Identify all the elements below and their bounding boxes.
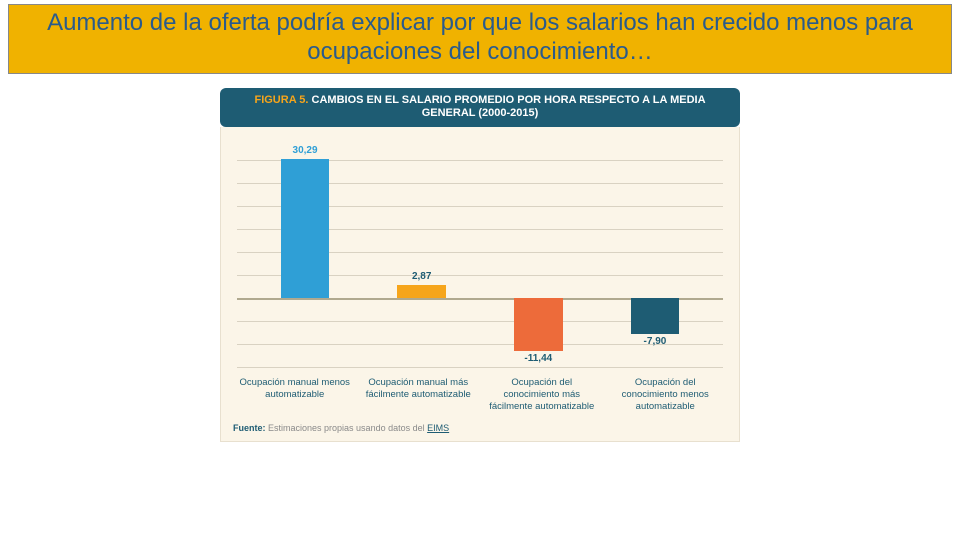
category-axis: Ocupación manual menos automatizableOcup… bbox=[233, 377, 727, 413]
figure-container: FIGURA 5. CAMBIOS EN EL SALARIO PROMEDIO… bbox=[220, 88, 740, 442]
source-label: Fuente: bbox=[233, 423, 266, 433]
bar bbox=[281, 159, 330, 298]
bar bbox=[397, 285, 446, 298]
bar-chart: 30,29 2,87 -11,44 -7,90 bbox=[237, 137, 723, 367]
bar bbox=[514, 298, 563, 351]
source-link[interactable]: EIMS bbox=[427, 423, 449, 433]
bar bbox=[631, 298, 680, 334]
bar-value-label: -11,44 bbox=[524, 353, 552, 364]
bar-value-label: 30,29 bbox=[293, 145, 318, 156]
figure-header: FIGURA 5. CAMBIOS EN EL SALARIO PROMEDIO… bbox=[220, 88, 740, 128]
bar-value-label: -7,90 bbox=[644, 336, 667, 347]
category-label: Ocupación del conocimiento menos automat… bbox=[608, 377, 722, 413]
gridline bbox=[237, 367, 723, 368]
figure-label-prefix: FIGURA 5. bbox=[254, 94, 308, 106]
bar-value-label: 2,87 bbox=[412, 271, 431, 282]
figure-title: CAMBIOS EN EL SALARIO PROMEDIO POR HORA … bbox=[312, 94, 706, 120]
source-text: Estimaciones propias usando datos del bbox=[268, 423, 425, 433]
chart-panel: 30,29 2,87 -11,44 -7,90 Ocupación manual me… bbox=[220, 127, 740, 442]
category-label: Ocupación del conocimiento más fácilment… bbox=[485, 377, 599, 413]
category-label: Ocupación manual más fácilmente automati… bbox=[361, 377, 475, 413]
figure-source: Fuente: Estimaciones propias usando dato… bbox=[233, 423, 727, 433]
slide-title: Aumento de la oferta podría explicar por… bbox=[29, 9, 931, 67]
category-label: Ocupación manual menos automatizable bbox=[238, 377, 352, 413]
title-banner: Aumento de la oferta podría explicar por… bbox=[8, 4, 952, 74]
